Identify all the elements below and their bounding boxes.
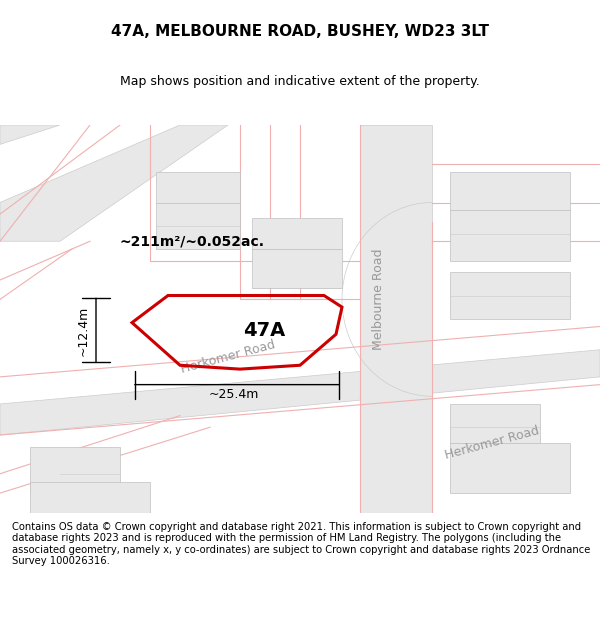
Text: Contains OS data © Crown copyright and database right 2021. This information is : Contains OS data © Crown copyright and d… bbox=[12, 521, 590, 566]
Polygon shape bbox=[450, 210, 570, 261]
Polygon shape bbox=[450, 272, 570, 319]
Polygon shape bbox=[252, 249, 342, 288]
Polygon shape bbox=[450, 404, 540, 442]
Polygon shape bbox=[360, 125, 432, 512]
Polygon shape bbox=[450, 442, 570, 493]
Polygon shape bbox=[0, 125, 228, 241]
Text: Herkomer Road: Herkomer Road bbox=[179, 339, 277, 376]
Polygon shape bbox=[156, 171, 240, 202]
Text: Herkomer Road: Herkomer Road bbox=[443, 424, 541, 462]
Polygon shape bbox=[30, 481, 150, 512]
Polygon shape bbox=[252, 218, 342, 249]
Polygon shape bbox=[30, 447, 120, 493]
Polygon shape bbox=[450, 171, 570, 210]
Polygon shape bbox=[0, 125, 60, 144]
Text: 47A, MELBOURNE ROAD, BUSHEY, WD23 3LT: 47A, MELBOURNE ROAD, BUSHEY, WD23 3LT bbox=[111, 24, 489, 39]
Text: ~12.4m: ~12.4m bbox=[77, 305, 90, 356]
Text: Map shows position and indicative extent of the property.: Map shows position and indicative extent… bbox=[120, 75, 480, 88]
Text: Melbourne Road: Melbourne Road bbox=[371, 249, 385, 350]
Text: ~25.4m: ~25.4m bbox=[209, 388, 259, 401]
Text: ~211m²/~0.052ac.: ~211m²/~0.052ac. bbox=[119, 234, 265, 248]
Text: 47A: 47A bbox=[243, 321, 285, 340]
Polygon shape bbox=[156, 202, 240, 249]
Polygon shape bbox=[0, 350, 600, 435]
